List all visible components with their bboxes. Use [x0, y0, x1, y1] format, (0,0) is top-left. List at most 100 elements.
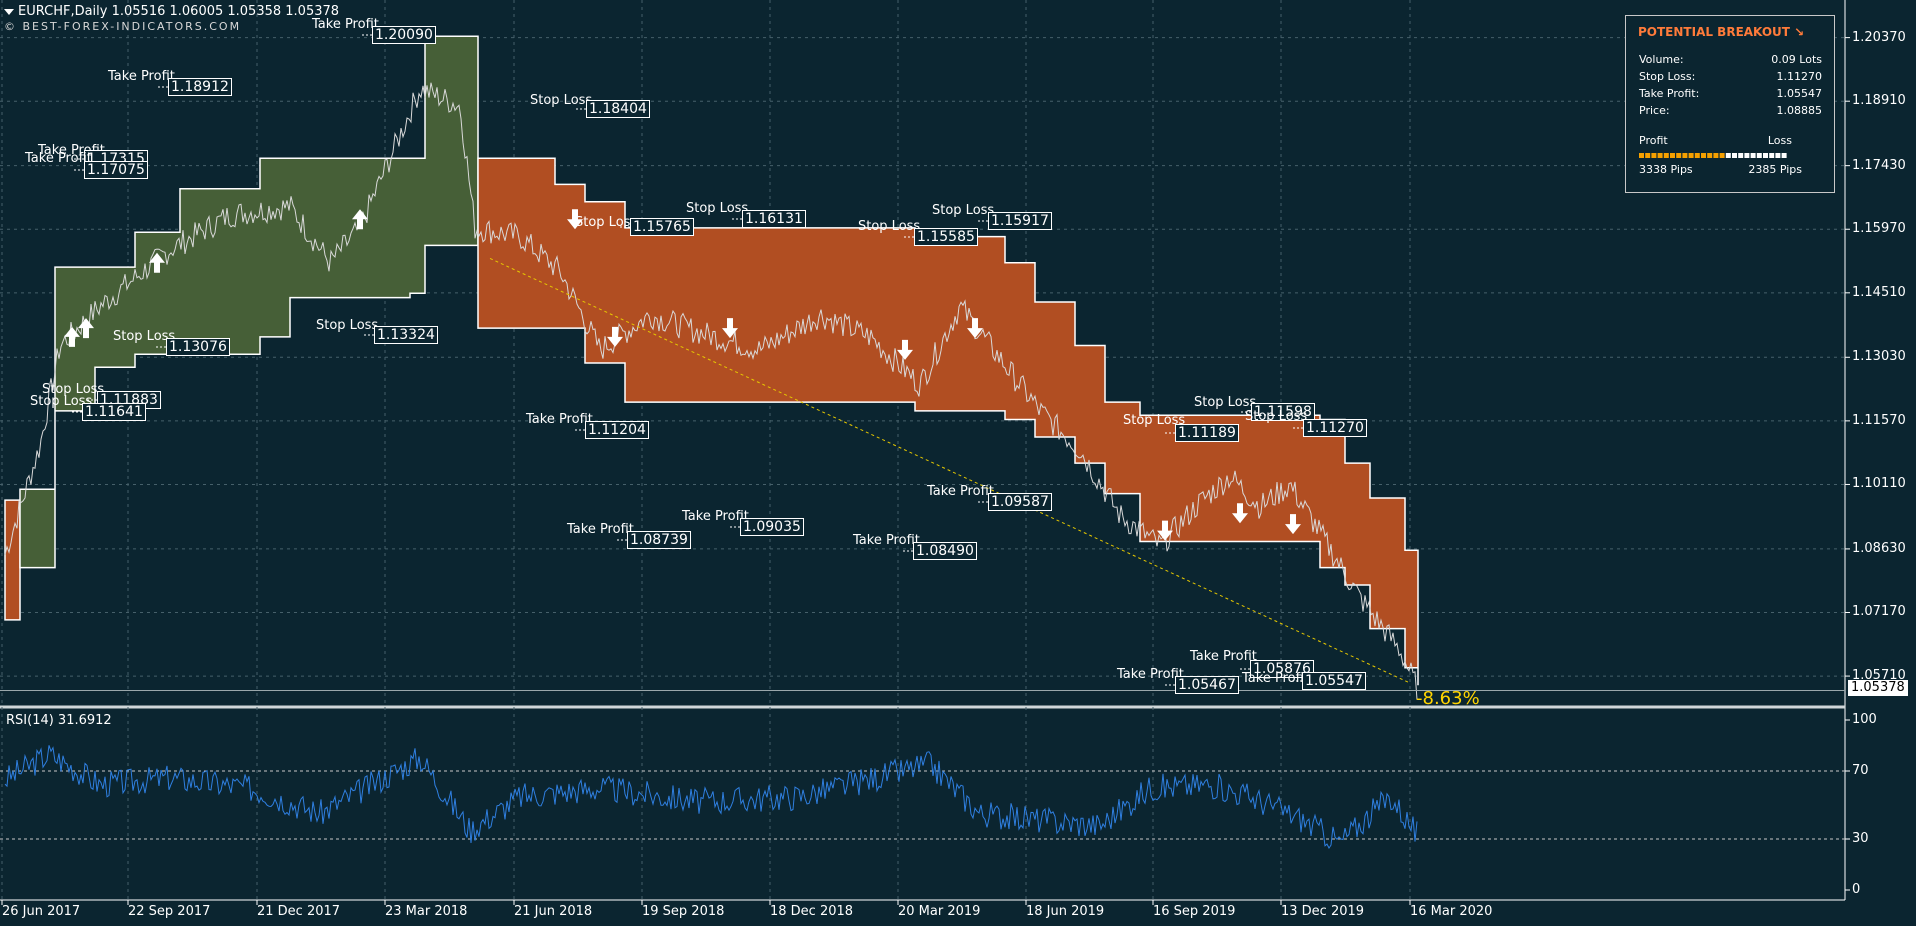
- trade-label-type: Stop Loss: [858, 219, 921, 234]
- trade-label-value: 1.13324: [374, 326, 438, 344]
- price-tick-label: 1.11570: [1852, 412, 1906, 428]
- profit-segment: [1676, 153, 1682, 158]
- price-tick-label: 1.08630: [1852, 540, 1906, 556]
- trade-label-type: Take Profit: [1117, 667, 1184, 682]
- chart-header: EURCHF,Daily 1.05516 1.06005 1.05358 1.0…: [4, 4, 339, 34]
- price-tick-label: 1.05710: [1852, 668, 1906, 684]
- trade-label-value: 1.05547: [1302, 672, 1366, 690]
- profit-segment: [1713, 153, 1719, 158]
- trade-label-type: Stop Loss: [530, 93, 593, 108]
- loss-segment: [1732, 153, 1737, 158]
- trade-label-value: 1.15585: [914, 228, 978, 246]
- trend-line: [489, 257, 1411, 684]
- trade-label-type: Stop Loss: [686, 201, 749, 216]
- bear-band-start: [4, 499, 21, 621]
- trade-label-value: 1.05467: [1175, 676, 1239, 694]
- trade-label-value: 1.18404: [586, 100, 650, 118]
- down-arrow-icon: [1285, 514, 1301, 535]
- trade-label-type: Take Profit: [1242, 671, 1309, 686]
- trade-label-type: Stop Loss: [113, 329, 176, 344]
- profit-pips: 3338 Pips: [1639, 163, 1693, 176]
- price-tick-label: 1.20370: [1852, 29, 1906, 45]
- time-tick-label: 18 Dec 2018: [770, 904, 854, 919]
- trade-label-type: Stop Loss: [575, 215, 638, 230]
- profit-segment: [1707, 153, 1713, 158]
- trade-label-type: Take Profit: [567, 522, 634, 537]
- profit-segment: [1663, 153, 1669, 158]
- trade-label-type: Stop Loss: [932, 203, 995, 218]
- rsi-tick-label: 30: [1852, 831, 1869, 846]
- down-arrow-icon: [897, 339, 913, 360]
- price-tick-label: 1.07170: [1852, 604, 1906, 620]
- profit-segment: [1670, 153, 1675, 158]
- time-tick-label: 19 Sep 2018: [642, 904, 725, 919]
- time-tick-label: 23 Mar 2018: [385, 904, 468, 919]
- time-tick-label: 22 Sep 2017: [128, 904, 211, 919]
- trade-label-type: Take Profit: [312, 17, 379, 32]
- time-tick-label: 16 Mar 2020: [1410, 904, 1493, 919]
- panel-title: POTENTIAL BREAKOUT ↘: [1638, 25, 1805, 39]
- loss-segment: [1763, 153, 1768, 158]
- change-percent: -8.63%: [1416, 688, 1480, 709]
- loss-segment: [1769, 153, 1775, 158]
- price-tick-label: 1.15970: [1852, 221, 1906, 237]
- trend-bands: [4, 35, 1419, 686]
- trade-label-type: Take Profit: [682, 509, 749, 524]
- time-tick-label: 21 Jun 2018: [514, 904, 593, 919]
- time-tick-label: 18 Jun 2019: [1026, 904, 1105, 919]
- profit-segment: [1701, 153, 1706, 158]
- panel-row-label: Volume:: [1639, 53, 1684, 66]
- trade-label-type: Take Profit: [1190, 649, 1257, 664]
- price-series: [0, 34, 1845, 700]
- current-price-tag: 1.05378: [1848, 680, 1908, 696]
- trade-label-value: 1.11270: [1303, 419, 1367, 437]
- profit-segment: [1657, 153, 1663, 158]
- profit-segment: [1651, 153, 1657, 158]
- panel-row: Stop Loss: 1.11270: [1639, 70, 1822, 83]
- down-arrow-icon: [722, 318, 738, 339]
- trade-label-type: Take Profit: [25, 151, 92, 166]
- trade-label-value: 1.11641: [82, 403, 146, 421]
- up-arrow-icon: [78, 318, 94, 339]
- down-arrow-icon: [567, 209, 583, 230]
- panel-row-value: 1.11270: [1776, 70, 1823, 83]
- panel-row: Volume: 0.09 Lots: [1639, 53, 1822, 66]
- menu-triangle-icon[interactable]: [4, 8, 14, 15]
- up-arrow-icon: [64, 326, 80, 347]
- trade-label-value: 1.16131: [742, 210, 806, 228]
- rsi-tick-label: 0: [1852, 882, 1861, 897]
- loss-segment: [1738, 153, 1744, 158]
- loss-segment: [1781, 153, 1787, 158]
- panel-row-value: 0.09 Lots: [1771, 53, 1822, 66]
- profit-segment: [1719, 153, 1725, 158]
- panel-row: Price: 1.08885: [1639, 104, 1822, 117]
- profit-label: Profit: [1639, 134, 1668, 147]
- trade-label-type: Stop Loss: [30, 394, 93, 409]
- panel-row-label: Stop Loss:: [1639, 70, 1696, 83]
- trade-label-type: Stop Loss: [1194, 395, 1257, 410]
- pips-row: 3338 Pips 2385 Pips: [1639, 163, 1822, 176]
- rsi-series: [0, 745, 1845, 849]
- up-arrow-icon: [149, 252, 165, 273]
- trade-label-type: Take Profit: [526, 412, 593, 427]
- profit-segment: [1645, 153, 1651, 158]
- trade-label-type: Take Profit: [853, 533, 920, 548]
- loss-segment: [1750, 153, 1756, 158]
- price-tick-label: 1.13030: [1852, 349, 1906, 365]
- trade-label-type: Take Profit: [927, 484, 994, 499]
- trade-label-type: Stop Loss: [42, 382, 105, 397]
- trade-label-value: 1.17075: [84, 161, 148, 179]
- trade-label-type: Stop Loss: [1123, 413, 1186, 428]
- symbol-line: EURCHF,Daily 1.05516 1.06005 1.05358 1.0…: [18, 4, 340, 19]
- trade-label-value: 1.11189: [1175, 424, 1239, 442]
- price-tick-label: 1.14510: [1852, 284, 1906, 300]
- time-tick-label: 20 Mar 2019: [898, 904, 981, 919]
- loss-segment: [1725, 153, 1731, 158]
- panel-row-value: 1.05547: [1776, 87, 1823, 100]
- profit-loss-header: Profit Loss: [1639, 134, 1822, 147]
- breakout-panel: POTENTIAL BREAKOUT ↘ Volume: 0.09 Lots Sto…: [1625, 15, 1835, 193]
- panel-row-value: 1.08885: [1776, 104, 1823, 117]
- panel-row-label: Take Profit:: [1639, 87, 1700, 100]
- trade-label-value: 1.18912: [168, 78, 232, 96]
- loss-segment: [1775, 153, 1781, 158]
